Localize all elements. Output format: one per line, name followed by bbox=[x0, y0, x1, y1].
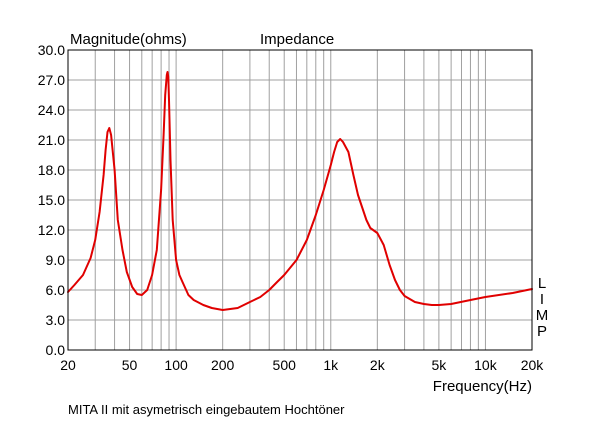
x-axis-label: Frequency(Hz) bbox=[433, 378, 532, 395]
x-tick-label: 100 bbox=[164, 357, 188, 373]
x-tick-label: 500 bbox=[273, 357, 297, 373]
x-tick-label: 20 bbox=[60, 357, 76, 373]
y-tick-label: 0.0 bbox=[46, 342, 66, 358]
y-tick-label: 21.0 bbox=[38, 132, 65, 148]
x-tick-label: 1k bbox=[323, 357, 339, 373]
x-tick-label: 200 bbox=[211, 357, 235, 373]
y-tick-label: 6.0 bbox=[46, 282, 66, 298]
y-tick-labels: 0.0 3.0 6.0 9.0 12.0 15.0 18.0 21.0 24.0 27.0 30.0 bbox=[38, 42, 65, 358]
side-label-letter: M bbox=[536, 307, 549, 324]
x-tick-label: 10k bbox=[474, 357, 498, 373]
y-tick-label: 12.0 bbox=[38, 222, 65, 238]
chart-title: Impedance bbox=[260, 31, 334, 48]
y-tick-label: 30.0 bbox=[38, 42, 65, 58]
y-tick-label: 18.0 bbox=[38, 162, 65, 178]
impedance-series-line bbox=[67, 71, 533, 311]
y-tick-label: 9.0 bbox=[46, 252, 66, 268]
side-label-letter: L bbox=[538, 275, 546, 292]
x-tick-labels: 20 50 100 200 500 1k 2k 5k 10k 20k bbox=[60, 357, 544, 373]
y-gridlines bbox=[68, 79, 532, 321]
y-tick-label: 24.0 bbox=[38, 102, 65, 118]
x-tick-label: 50 bbox=[122, 357, 138, 373]
side-label-letter: I bbox=[540, 291, 544, 308]
x-tick-label: 2k bbox=[370, 357, 386, 373]
y-tick-label: 3.0 bbox=[46, 312, 66, 328]
chart-caption: MITA II mit asymetrisch eingebautem Hoch… bbox=[68, 402, 345, 417]
x-tick-label: 20k bbox=[521, 357, 545, 373]
side-label-letter: P bbox=[537, 323, 547, 340]
y-tick-label: 15.0 bbox=[38, 192, 65, 208]
x-tick-label: 5k bbox=[431, 357, 447, 373]
y-axis-label: Magnitude(ohms) bbox=[70, 31, 187, 48]
plot-frame bbox=[67, 49, 533, 351]
y-tick-label: 27.0 bbox=[38, 72, 65, 88]
